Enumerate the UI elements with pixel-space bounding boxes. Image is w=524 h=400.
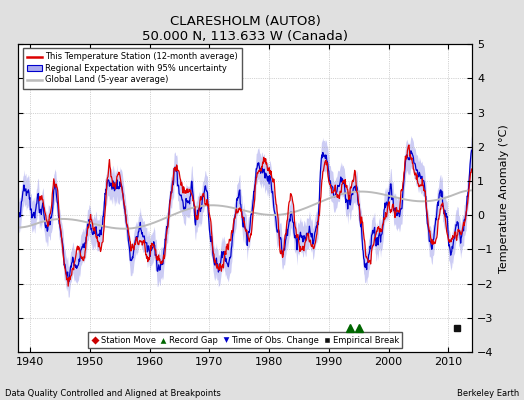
Text: Berkeley Earth: Berkeley Earth [456,389,519,398]
Text: Data Quality Controlled and Aligned at Breakpoints: Data Quality Controlled and Aligned at B… [5,389,221,398]
Legend: Station Move, Record Gap, Time of Obs. Change, Empirical Break: Station Move, Record Gap, Time of Obs. C… [89,332,402,348]
Y-axis label: Temperature Anomaly (°C): Temperature Anomaly (°C) [499,124,509,272]
Title: CLARESHOLM (AUTO8)
50.000 N, 113.633 W (Canada): CLARESHOLM (AUTO8) 50.000 N, 113.633 W (… [142,15,348,43]
